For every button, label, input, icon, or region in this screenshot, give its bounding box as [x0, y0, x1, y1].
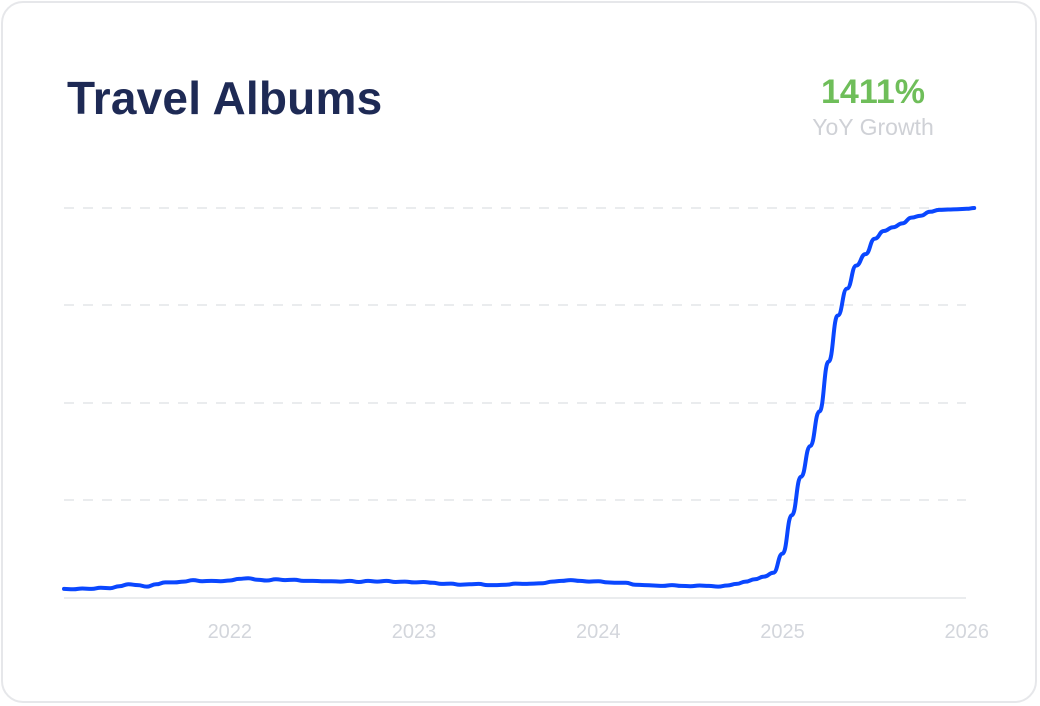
card-title: Travel Albums [67, 72, 383, 124]
chart-series [62, 206, 977, 592]
x-tick-label: 2025 [760, 621, 805, 643]
x-tick-label: 2026 [945, 621, 990, 643]
growth-stat: 1411% YoY Growth [793, 73, 953, 141]
x-tick-label: 2024 [576, 621, 621, 643]
series-line [62, 206, 977, 592]
chart-grid [64, 207, 966, 599]
x-axis-ticks: 2022 2023 2024 2025 2026 [208, 621, 989, 643]
x-tick-label: 2022 [208, 621, 253, 643]
growth-value: 1411% [821, 73, 925, 111]
growth-label: YoY Growth [812, 114, 934, 140]
x-tick-label: 2023 [392, 621, 437, 643]
